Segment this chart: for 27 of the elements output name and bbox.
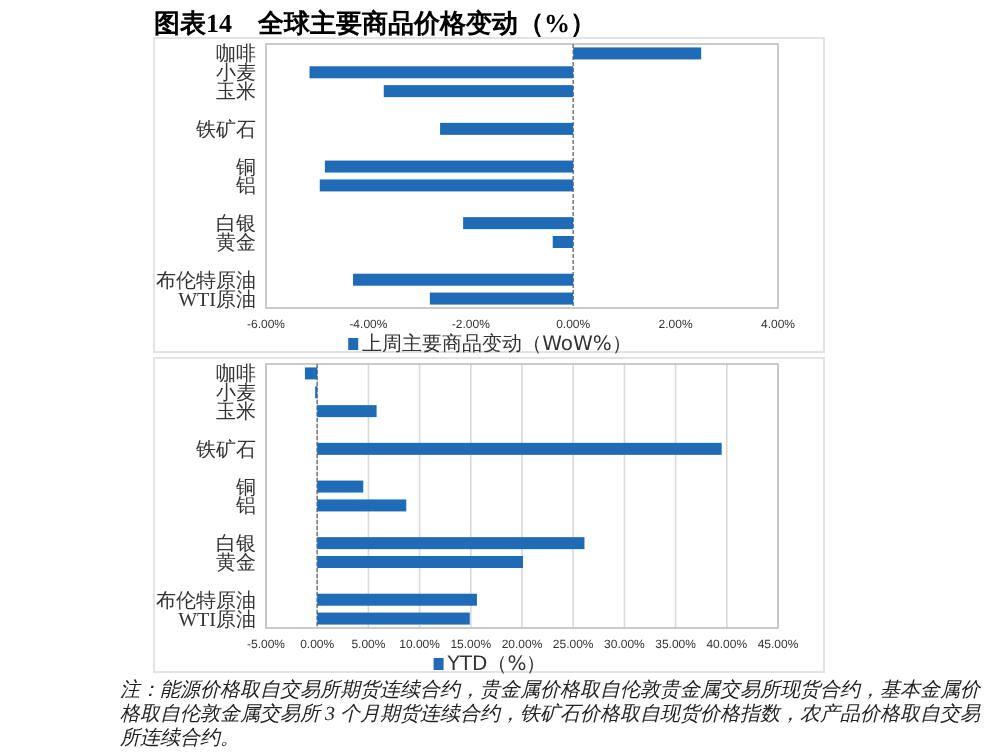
text: 注：能源价格取自交易所期货连续合约，贵金属价格取自伦敦贵金属交易所现货合约，基本金属价格取自伦敦金属交易所 3 个月期货连续合约，铁矿石价格取自现货价格指数，农产品价格取自交易所连续合约。	[120, 680, 980, 752]
legend-label: 上周主要商品变动（WoW%）	[362, 332, 632, 356]
y-tick-label: 玉米	[216, 400, 256, 425]
bar	[317, 612, 470, 625]
y-tick-label: 铁矿石	[194, 117, 256, 142]
y-tick-label: 铝	[234, 496, 256, 519]
bar	[317, 405, 377, 418]
y-tick-label: 黄金	[216, 231, 256, 255]
bar	[317, 442, 722, 455]
y-tick-label: 布伦特原油	[156, 268, 256, 293]
chart-title: 图表14 全球主要商品价格变动（%）	[154, 6, 596, 42]
y-tick-label: 铁矿石	[194, 437, 256, 462]
y-tick-label: WTI原油	[178, 287, 256, 312]
bar	[304, 367, 318, 380]
bar	[317, 480, 364, 493]
y-tick-label: 布伦特原油	[156, 588, 256, 613]
bar	[317, 537, 585, 550]
legend-label: YTD（%）	[445, 654, 547, 676]
y-tick-label: 铜	[234, 157, 256, 180]
y-tick-label: 铝	[234, 176, 256, 199]
y-tick-label: 黄金	[216, 551, 256, 575]
bar	[317, 593, 477, 606]
bar	[317, 556, 524, 568]
y-tick-label: WTI原油	[178, 607, 256, 632]
y-tick-label: 铜	[234, 477, 256, 500]
bar	[317, 499, 407, 512]
y-tick-label: 玉米	[216, 80, 256, 105]
